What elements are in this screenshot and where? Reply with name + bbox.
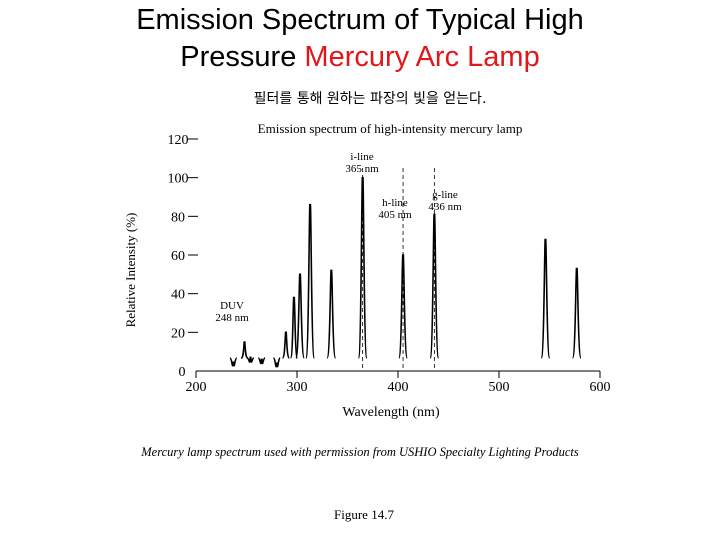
- y-tick-label: 20: [171, 326, 185, 341]
- annotation-wavelength: 365 nm: [345, 163, 379, 175]
- spectrum-peak: [246, 356, 255, 363]
- y-tick-label: 120: [168, 133, 189, 148]
- slide-title-accent: Mercury Arc Lamp: [304, 41, 540, 73]
- chart-title: Emission spectrum of high-intensity merc…: [258, 121, 523, 136]
- spectrum-peak: [357, 176, 368, 359]
- spectrum-peak: [295, 273, 306, 359]
- y-tick-label: 60: [171, 249, 185, 264]
- spectrum-peak: [398, 254, 409, 359]
- x-tick-label: 500: [489, 380, 510, 395]
- y-tick-label: 100: [168, 172, 189, 187]
- x-tick-label: 400: [388, 380, 409, 395]
- spectrum-peak: [229, 357, 238, 367]
- spectrum-series: [229, 176, 582, 368]
- spectrum-peak: [240, 341, 249, 359]
- annotation-wavelength: 405 nm: [378, 209, 412, 221]
- x-axis-label: Wavelength (nm): [342, 405, 440, 420]
- slide-title-line2-prefix: Pressure: [180, 41, 305, 73]
- spectrum-peak: [272, 357, 281, 368]
- slide-subtitle: 필터를 통해 원하는 파장의 빛을 얻는다.: [253, 91, 487, 107]
- y-axis-label: Relative Intensity (%): [123, 213, 138, 328]
- x-ticks: 200 300 400 500 600: [186, 371, 611, 395]
- spectrum-peak: [429, 213, 440, 359]
- spectrum-peak: [281, 331, 291, 359]
- annotation-line-name: DUV: [220, 300, 244, 312]
- spectrum-peak: [289, 296, 299, 359]
- slide-title-line1: Emission Spectrum of Typical High: [136, 4, 584, 36]
- y-tick-label: 0: [179, 365, 186, 380]
- spectrum-peak: [257, 357, 266, 365]
- y-tick-label: 80: [171, 210, 185, 225]
- annotation-line-name: g-line: [432, 189, 458, 201]
- annotation-line-name: i-line: [350, 151, 373, 163]
- slide-title: Emission Spectrum of Typical High Pressu…: [0, 2, 720, 76]
- annotation-line-name: h-line: [382, 197, 408, 209]
- annotation-wavelength: 248 nm: [215, 312, 249, 324]
- spectrum-peak: [571, 267, 582, 359]
- slide-title-line2: Pressure Mercury Arc Lamp: [0, 39, 720, 76]
- figure-label: Figure 14.7: [334, 507, 394, 522]
- spectrum-peak: [305, 203, 316, 359]
- annotation-wavelength: 436 nm: [428, 201, 462, 213]
- x-tick-label: 300: [287, 380, 308, 395]
- figure-caption: Mercury lamp spectrum used with permissi…: [141, 445, 579, 459]
- spectrum-peak: [540, 238, 551, 359]
- x-tick-label: 600: [590, 380, 611, 395]
- y-tick-label: 40: [171, 288, 185, 303]
- x-tick-label: 200: [186, 380, 207, 395]
- y-ticks: 0 20 40 60 80 100 120: [168, 133, 198, 380]
- spectrum-peak: [326, 269, 337, 359]
